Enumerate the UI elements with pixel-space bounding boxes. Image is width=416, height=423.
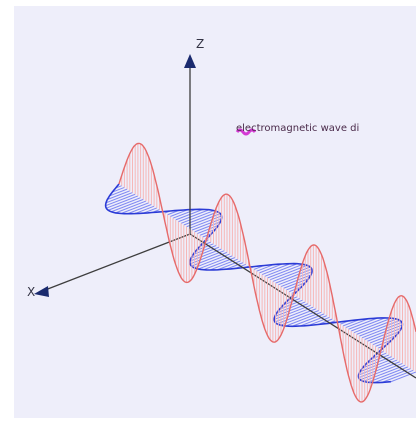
magnetic-field-hatch <box>109 188 128 197</box>
x-axis-line <box>39 233 191 293</box>
x-axis-arrowhead <box>34 286 49 297</box>
magenta-wave-icon <box>235 128 257 136</box>
electric-field-wave <box>118 142 416 403</box>
magnetic-field-hatch <box>299 315 328 327</box>
z-axis-label: Z <box>196 37 204 51</box>
magnetic-field-hatch <box>259 263 283 274</box>
magnetic-field-hatch <box>356 318 397 335</box>
magnetic-field-hatch <box>193 253 230 269</box>
diagram-canvas: Z X electromagnetic wave di <box>27 37 416 403</box>
magnetic-field-hatch <box>106 195 139 209</box>
magnetic-field-hatch <box>358 361 400 379</box>
magnetic-field-hatch <box>353 317 392 334</box>
magnetic-field-hatch <box>105 192 133 204</box>
magnetic-field-hatch <box>308 316 330 326</box>
magnetic-field-hatch <box>180 210 215 224</box>
magnetic-field-hatch <box>217 260 241 271</box>
magnetic-field-hatch <box>390 371 416 383</box>
magnetic-field-hatch <box>278 271 313 286</box>
magnetic-field-hatch <box>134 205 155 215</box>
em-wave-diagram: Z X electromagnetic wave di <box>14 6 416 418</box>
propagation-axis-line <box>189 233 416 379</box>
magnetic-field-hatch <box>364 324 403 340</box>
magnetic-field-hatch <box>261 263 291 276</box>
magnetic-field-hatch <box>256 264 274 272</box>
magnetic-field-hatch <box>175 208 204 221</box>
magnetic-field-hatch <box>107 190 130 200</box>
magnetic-field-hatch <box>111 198 144 213</box>
magnetic-field-hatch <box>127 204 152 215</box>
legend-label: electromagnetic wave di <box>236 123 359 134</box>
magnetic-field-hatch <box>280 310 319 326</box>
magnetic-field-hatch <box>264 263 298 277</box>
magnetic-field-hatch <box>367 366 409 383</box>
magnetic-field-hatch <box>361 321 403 339</box>
magnetic-field-hatch <box>186 213 221 228</box>
magnetic-field-hatch <box>120 202 149 214</box>
magnetic-field-hatch <box>107 197 141 211</box>
magnetic-field-hatch <box>345 318 369 329</box>
x-axis-label: X <box>27 285 35 299</box>
magnetic-field-hatch <box>170 209 188 217</box>
magnetic-field-hatch <box>105 193 136 207</box>
magnetic-field-hatch <box>172 208 196 219</box>
magnetic-field-hatch <box>280 274 312 288</box>
magnetic-field-hatch <box>115 200 147 214</box>
magnetic-field-hatch <box>351 317 386 332</box>
magnetic-field-hatch <box>267 263 304 279</box>
legend: electromagnetic wave di <box>235 123 359 136</box>
magnetic-field-hatch <box>225 262 244 270</box>
magnetic-field-hatch <box>178 209 210 223</box>
magnetic-field-hatch <box>272 266 311 282</box>
magnetic-field-hatch <box>112 186 125 193</box>
magnetic-field-wave <box>104 183 416 384</box>
z-axis-arrowhead <box>184 54 196 68</box>
magnetic-field-hatch <box>348 317 378 330</box>
magnetic-field-hatch <box>197 224 219 235</box>
magnetic-field-hatch <box>359 319 401 337</box>
electric-field-curve <box>118 142 416 403</box>
